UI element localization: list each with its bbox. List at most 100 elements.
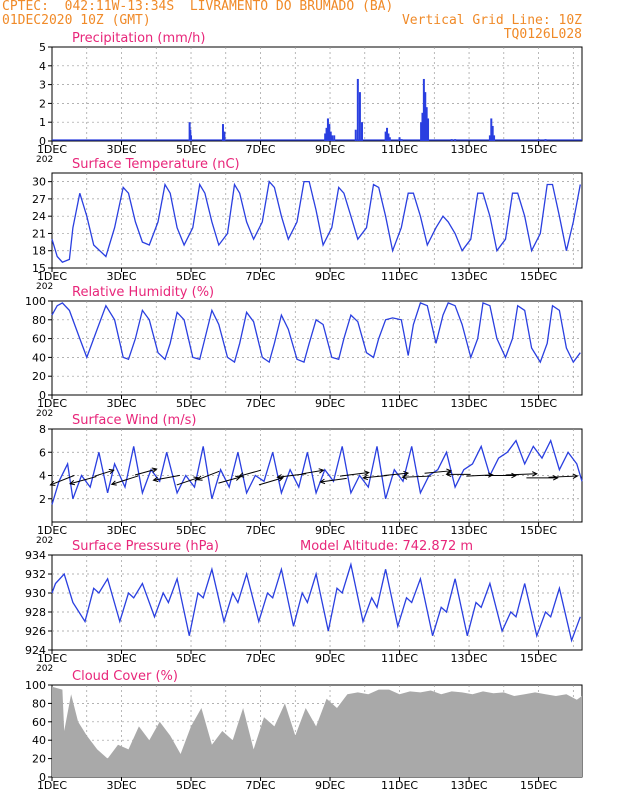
- wind-arrow-shaft: [363, 474, 388, 479]
- y-tick-label: 3: [39, 79, 46, 92]
- x-tick-label: 7DEC: [245, 143, 275, 156]
- panel-title: Relative Humidity (%): [72, 285, 214, 300]
- panel-2: 0 20 40 60 80 100 1DEC 3DEC 5DEC 7DEC 9DEC 11DEC 13D…: [25, 285, 583, 419]
- wind-arrow-head: [235, 475, 242, 481]
- precip-bar: [420, 122, 423, 141]
- y-tick-label: 8: [39, 423, 46, 436]
- wind-arrow-head: [49, 480, 56, 486]
- x-tick-label: 11DEC: [381, 143, 418, 156]
- wind-arrow-head: [487, 472, 494, 478]
- wind-arrow-shaft: [218, 476, 241, 484]
- panel-frame: [51, 46, 583, 142]
- x-tick-label: 15DEC: [520, 143, 557, 156]
- y-tick-label: 15: [32, 262, 46, 275]
- wind-arrow-shaft: [111, 475, 139, 485]
- x-tick-label: 5DEC: [176, 779, 206, 792]
- y-tick-label: 60: [32, 333, 46, 346]
- y-tick-label: 18: [32, 245, 46, 258]
- x-tick-label: 13DEC: [450, 524, 487, 537]
- x-tick-label: 1DEC: [37, 397, 67, 410]
- y-tick-label: 40: [32, 734, 46, 747]
- precip-bar: [384, 131, 387, 141]
- wind-arrow-shaft: [134, 468, 157, 476]
- x-tick-label: 9DEC: [315, 524, 345, 537]
- wind-arrow-head: [276, 474, 283, 480]
- x-tick-label: 3DEC: [106, 397, 136, 410]
- wind-arrow-head: [362, 474, 369, 481]
- wind-arrow-head: [552, 475, 559, 481]
- x-tick-label: 15DEC: [520, 397, 557, 410]
- y-tick-label: 1: [39, 116, 46, 129]
- precip-bar: [488, 135, 491, 141]
- wind-arrow-head: [196, 475, 203, 481]
- x-tick-label: 15DEC: [520, 270, 557, 283]
- x-year-label-cut: 202: [36, 409, 53, 419]
- wind-arrow-shaft: [339, 472, 369, 477]
- y-tick-label: 2: [39, 97, 46, 110]
- wind-arrow-head: [238, 472, 245, 478]
- wind-arrow-shaft: [277, 473, 307, 478]
- header-code: TQ0126L028: [503, 27, 582, 42]
- wind-arrow-head: [511, 472, 518, 479]
- x-tick-label: 11DEC: [381, 779, 418, 792]
- x-tick-label: 13DEC: [450, 143, 487, 156]
- x-tick-label: 3DEC: [106, 524, 136, 537]
- x-tick-label: 3DEC: [106, 143, 136, 156]
- wind-arrow-shaft: [153, 474, 180, 481]
- x-year-label-cut: 202: [36, 155, 53, 165]
- precip-bar: [386, 127, 389, 141]
- y-tick-label: 924: [25, 644, 46, 657]
- precip-bar: [422, 78, 425, 141]
- x-tick-label: 5DEC: [176, 397, 206, 410]
- x-tick-label: 9DEC: [315, 779, 345, 792]
- precip-bar: [398, 137, 401, 141]
- precip-bar: [491, 125, 494, 141]
- wind-arrow-head: [152, 476, 159, 483]
- wind-arrow-shaft: [197, 470, 220, 481]
- wind-arrow-shaft: [176, 477, 199, 486]
- y-tick-label: 30: [32, 176, 46, 189]
- panel-title: Surface Temperature (nC): [72, 157, 240, 172]
- wind-arrow-head: [363, 470, 370, 476]
- x-tick-label: 7DEC: [245, 779, 275, 792]
- precip-bar: [333, 135, 336, 141]
- precip-bar: [328, 124, 331, 141]
- x-tick-label: 9DEC: [315, 652, 345, 665]
- wind-arrow-shaft: [320, 477, 347, 483]
- series-line: [51, 301, 581, 364]
- wind-arrow-head: [445, 471, 452, 478]
- y-tick-label: 4: [39, 60, 46, 73]
- wind-arrow-head: [108, 468, 115, 475]
- wind-arrow-head: [69, 480, 76, 486]
- wind-arrow-shaft: [505, 473, 537, 476]
- x-tick-label: 5DEC: [176, 524, 206, 537]
- wind-arrow-shaft: [94, 469, 114, 477]
- x-tick-label: 13DEC: [450, 397, 487, 410]
- precip-bar: [427, 118, 430, 141]
- x-tick-label: 3DEC: [106, 779, 136, 792]
- y-tick-label: 100: [25, 679, 46, 692]
- panel-5: 0 20 40 60 80 100 1DEC 3DEC 5DEC 7DEC 9DEC 11DEC 13D…: [25, 669, 583, 792]
- y-tick-label: 926: [25, 625, 46, 638]
- y-tick-label: 60: [32, 716, 46, 729]
- series-line: [51, 438, 583, 505]
- x-year-label-cut: 202: [36, 282, 53, 292]
- y-tick-label: 0: [39, 771, 46, 784]
- wind-arrow-shaft: [239, 469, 262, 477]
- precip-bar: [324, 133, 327, 141]
- y-tick-label: 934: [25, 549, 46, 562]
- panel-frame: [51, 554, 583, 651]
- panel-0: 0 1 2 3 4 5 1DEC 3DEC 5DEC 7DEC 9DEC 11DEC 13DEC 15DE…: [36, 31, 583, 165]
- wind-arrow-shaft: [258, 477, 284, 486]
- precip-bar: [223, 131, 226, 141]
- precip-bar: [325, 127, 328, 141]
- x-tick-label: 1DEC: [37, 524, 67, 537]
- x-tick-label: 11DEC: [381, 270, 418, 283]
- x-year-label-cut: 202: [36, 664, 53, 674]
- wind-arrow-head: [446, 468, 453, 474]
- x-tick-label: 5DEC: [176, 270, 206, 283]
- x-tick-label: 7DEC: [245, 652, 275, 665]
- y-tick-label: 40: [32, 351, 46, 364]
